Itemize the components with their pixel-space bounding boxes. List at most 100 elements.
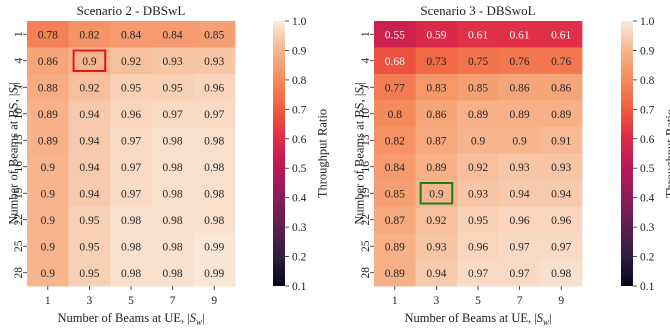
cell-value-label: 0.96 <box>121 109 141 121</box>
heatmap-cell <box>540 153 583 181</box>
heatmap-cell <box>110 259 153 287</box>
colorbar-label: Throughput Ratio <box>663 109 670 198</box>
heatmap-cell <box>68 153 111 181</box>
heatmap-cell <box>457 259 500 287</box>
y-tick-label: 7 <box>360 84 372 90</box>
cell-value-label: 0.9 <box>41 241 56 253</box>
heatmap-cell <box>110 74 153 101</box>
colorbar-tick-label: 0.7 <box>292 104 307 116</box>
heatmap-cell <box>540 206 583 234</box>
cell-value-label: 0.98 <box>204 188 224 200</box>
cell-value-label: 0.73 <box>426 56 446 68</box>
cell-value-label: 0.93 <box>163 56 183 68</box>
cell-value-label: 0.97 <box>510 268 530 280</box>
y-tick-label: 16 <box>360 161 372 173</box>
heatmap-cell <box>151 180 194 207</box>
heatmap-cell <box>27 47 69 75</box>
x-tick-label: 9 <box>558 295 564 307</box>
heatmap-cell <box>27 180 69 207</box>
heatmap-cell <box>374 74 416 101</box>
colorbar-tick-label: 0.3 <box>292 222 307 234</box>
cell-value-label: 0.94 <box>426 268 446 280</box>
cell-value-label: 0.84 <box>163 29 183 41</box>
cell-value-label: 0.89 <box>551 109 571 121</box>
cell-value-label: 0.96 <box>551 215 571 227</box>
colorbar-tick-label: 0.3 <box>640 222 655 234</box>
cell-value-label: 0.82 <box>385 135 405 147</box>
y-tick-label: 22 <box>13 214 25 226</box>
colorbar-tick-label: 0.2 <box>640 252 655 264</box>
heatmap-cell <box>498 47 541 75</box>
cell-value-label: 0.99 <box>204 241 224 253</box>
colorbar-tick-label: 0.5 <box>292 163 307 175</box>
heatmap-cell <box>457 74 500 101</box>
colorbar <box>621 21 633 286</box>
colorbar-tick-label: 0.9 <box>640 45 655 57</box>
cell-value-label: 0.99 <box>204 268 224 280</box>
x-tick-label: 1 <box>45 295 51 307</box>
colorbar-tick-label: 0.6 <box>640 134 655 146</box>
cell-value-label: 0.86 <box>510 82 530 94</box>
heatmap-cell <box>110 180 153 207</box>
heatmap-cell <box>110 206 153 234</box>
heatmap-cell <box>68 21 111 48</box>
heatmap-cell <box>457 21 500 48</box>
heatmap-cell <box>374 233 416 260</box>
heatmap-cell <box>498 233 541 260</box>
highlight-box <box>419 182 454 205</box>
heatmap-cell <box>457 206 500 234</box>
cell-value-label: 0.61 <box>468 29 488 41</box>
heatmap-cell <box>540 21 583 48</box>
heatmap-cell <box>110 21 153 48</box>
heatmap-cell <box>151 127 194 154</box>
heatmap-cell <box>193 127 236 154</box>
cell-value-label: 0.59 <box>426 29 446 41</box>
x-tick-label: 5 <box>128 295 134 307</box>
x-axis-label: Number of Beams at UE, |Sw| <box>57 311 204 327</box>
heatmap-cell <box>540 127 583 154</box>
cell-value-label: 0.98 <box>121 268 141 280</box>
chart-title: Scenario 3 - DBSwoL <box>420 3 535 18</box>
heatmap-cell <box>193 233 236 260</box>
heatmap-cell <box>68 233 111 260</box>
cell-value-label: 0.94 <box>79 135 99 147</box>
chart-title: Scenario 2 - DBSwL <box>77 3 186 18</box>
colorbar-tick-label: 0.1 <box>292 281 307 293</box>
cell-value-label: 0.98 <box>163 268 183 280</box>
heatmap-cell <box>27 127 69 154</box>
y-tick-label: 28 <box>360 267 372 279</box>
cell-value-label: 0.97 <box>551 241 571 253</box>
heatmap-cell <box>193 153 236 181</box>
colorbar-tick-label: 0.1 <box>640 281 655 293</box>
cell-value-label: 0.98 <box>551 268 571 280</box>
heatmap-cell <box>540 180 583 207</box>
heatmap-cell <box>110 233 153 260</box>
heatmap-cell <box>68 74 111 101</box>
cell-value-label: 0.9 <box>512 135 527 147</box>
heatmap-cell <box>193 100 236 128</box>
cell-value-label: 0.76 <box>510 56 530 68</box>
heatmap-cell <box>193 47 236 75</box>
colorbar-tick-label: 0.6 <box>292 134 307 146</box>
heatmap-cell <box>151 206 194 234</box>
cell-value-label: 0.98 <box>163 135 183 147</box>
cell-value-label: 0.84 <box>121 29 141 41</box>
heatmap-cell <box>193 74 236 101</box>
heatmap-cell <box>374 21 416 48</box>
heatmap-cell <box>193 259 236 287</box>
heatmap-cell <box>374 153 416 181</box>
cell-value-label: 0.98 <box>163 162 183 174</box>
colorbar-tick-label: 1.0 <box>292 16 307 28</box>
colorbar-tick-label: 1.0 <box>640 16 655 28</box>
heatmap-cell <box>498 21 541 48</box>
heatmap-cell <box>110 100 153 128</box>
colorbar-label: Throughput Ratio <box>315 109 329 198</box>
heatmap-cell <box>27 153 69 181</box>
cell-value-label: 0.93 <box>510 162 530 174</box>
cell-value-label: 0.87 <box>426 135 446 147</box>
x-tick-label: 5 <box>475 295 481 307</box>
cell-value-label: 0.89 <box>385 268 405 280</box>
y-tick-label: 1 <box>360 31 372 37</box>
cell-value-label: 0.95 <box>121 82 141 94</box>
